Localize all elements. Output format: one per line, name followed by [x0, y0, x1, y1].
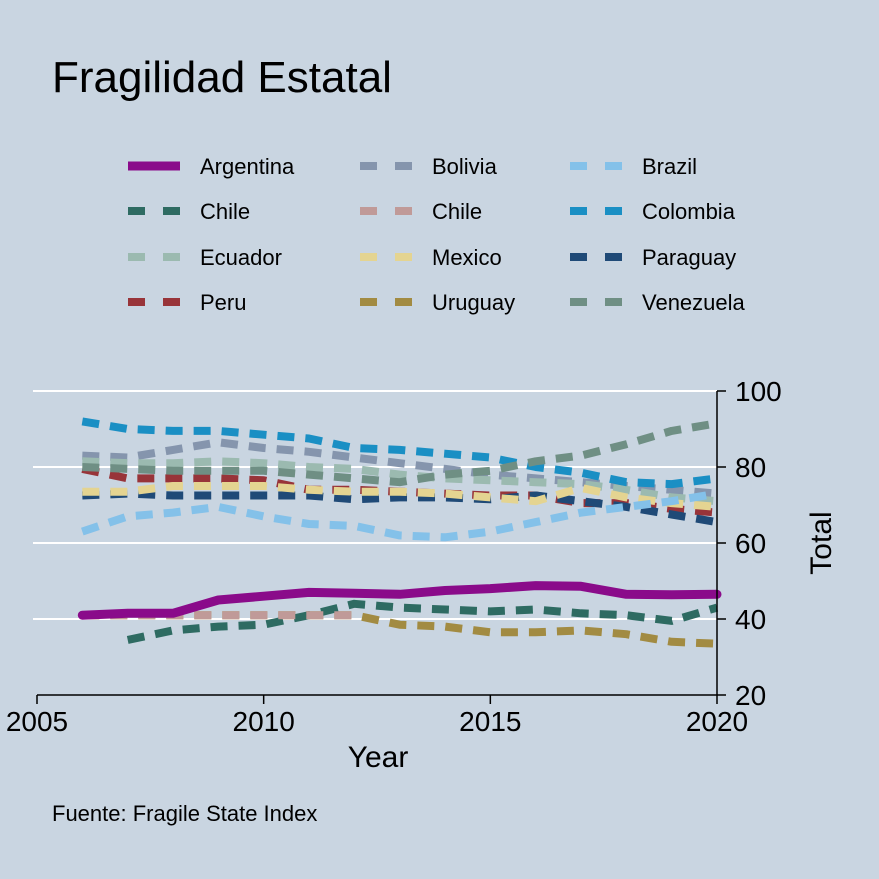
series-line-bolivia	[82, 438, 718, 498]
legend-label-ecuador: Ecuador	[200, 245, 282, 270]
x-tick-label-2010: 2010	[233, 706, 295, 737]
y-tick-label-80: 80	[735, 452, 766, 483]
y-tick-label-20: 20	[735, 680, 766, 711]
series-line-paraguay	[82, 489, 718, 527]
x-tick-label-2015: 2015	[459, 706, 521, 737]
x-tick-label-2020: 2020	[686, 706, 748, 737]
y-tick-label-40: 40	[735, 604, 766, 635]
legend-label-bolivia: Bolivia	[432, 154, 498, 179]
series-line-argentina	[77, 581, 722, 620]
series-line-ecuador	[82, 457, 718, 506]
legend-label-mexico: Mexico	[432, 245, 502, 270]
y-axis-title: Total	[805, 511, 838, 574]
legend: Argentina Chile Ecuador Peru Bolivia Chile Mex…	[128, 154, 746, 315]
series-line-uruguay	[82, 611, 718, 648]
legend-label-brazil: Brazil	[642, 154, 697, 179]
legend-label-peru: Peru	[200, 290, 246, 315]
x-tick-label-2005: 2005	[6, 706, 68, 737]
legend-label-uruguay: Uruguay	[432, 290, 515, 315]
series-line-venezuela	[82, 419, 718, 487]
legend-label-colombia: Colombia	[642, 199, 736, 224]
legend-label-venezuela: Venezuela	[642, 290, 746, 315]
series-line-brazil	[81, 489, 718, 542]
y-tick-label-60: 60	[735, 528, 766, 559]
source-note: Fuente: Fragile State Index	[52, 801, 317, 826]
y-tick-label-100: 100	[735, 376, 782, 407]
legend-label-chile: Chile	[200, 199, 250, 224]
series-line-colombia	[81, 417, 718, 489]
chart-title: Fragilidad Estatal	[52, 53, 392, 102]
series-line-mexico	[82, 482, 718, 511]
x-axis-title: Year	[348, 741, 409, 774]
series-line-chile	[126, 599, 719, 644]
legend-label-chile-2: Chile	[432, 199, 482, 224]
legend-label-argentina: Argentina	[200, 154, 295, 179]
legend-label-paraguay: Paraguay	[642, 245, 736, 270]
series-layer	[77, 417, 722, 648]
